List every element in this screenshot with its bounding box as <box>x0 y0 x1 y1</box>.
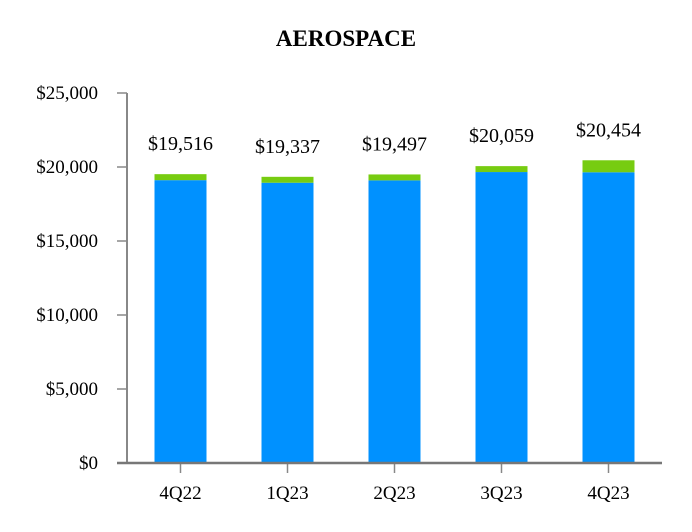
bar-value-label: $19,516 <box>148 133 213 155</box>
bar-segment <box>475 172 528 463</box>
bar-value-label: $19,497 <box>362 133 427 155</box>
x-tick-label: 3Q23 <box>480 483 522 504</box>
y-tick-label: $10,000 <box>36 305 98 326</box>
bar-segment <box>582 160 635 173</box>
x-tick-label: 4Q22 <box>159 483 201 504</box>
bar-segment <box>368 174 421 181</box>
x-tick-label: 1Q23 <box>266 483 308 504</box>
bar-segment <box>154 180 207 463</box>
bar-segment <box>475 166 528 173</box>
bar-segment <box>154 174 207 181</box>
y-tick-label: $0 <box>79 453 98 474</box>
y-tick-label: $20,000 <box>36 157 98 178</box>
bar-segment <box>261 176 314 183</box>
y-tick-label: $25,000 <box>36 83 98 104</box>
chart-title: AEROSPACE <box>275 26 417 51</box>
bar-value-label: $19,337 <box>255 136 320 158</box>
bar-value-label: $20,454 <box>576 119 641 141</box>
x-tick-label: 4Q23 <box>587 483 629 504</box>
y-tick-label: $15,000 <box>36 231 98 252</box>
bar-segment <box>582 172 635 463</box>
bar-segment <box>261 182 314 463</box>
y-tick-label: $5,000 <box>46 379 98 400</box>
bar-value-label: $20,059 <box>469 125 534 147</box>
x-tick-label: 2Q23 <box>373 483 415 504</box>
bar-segment <box>368 180 421 464</box>
